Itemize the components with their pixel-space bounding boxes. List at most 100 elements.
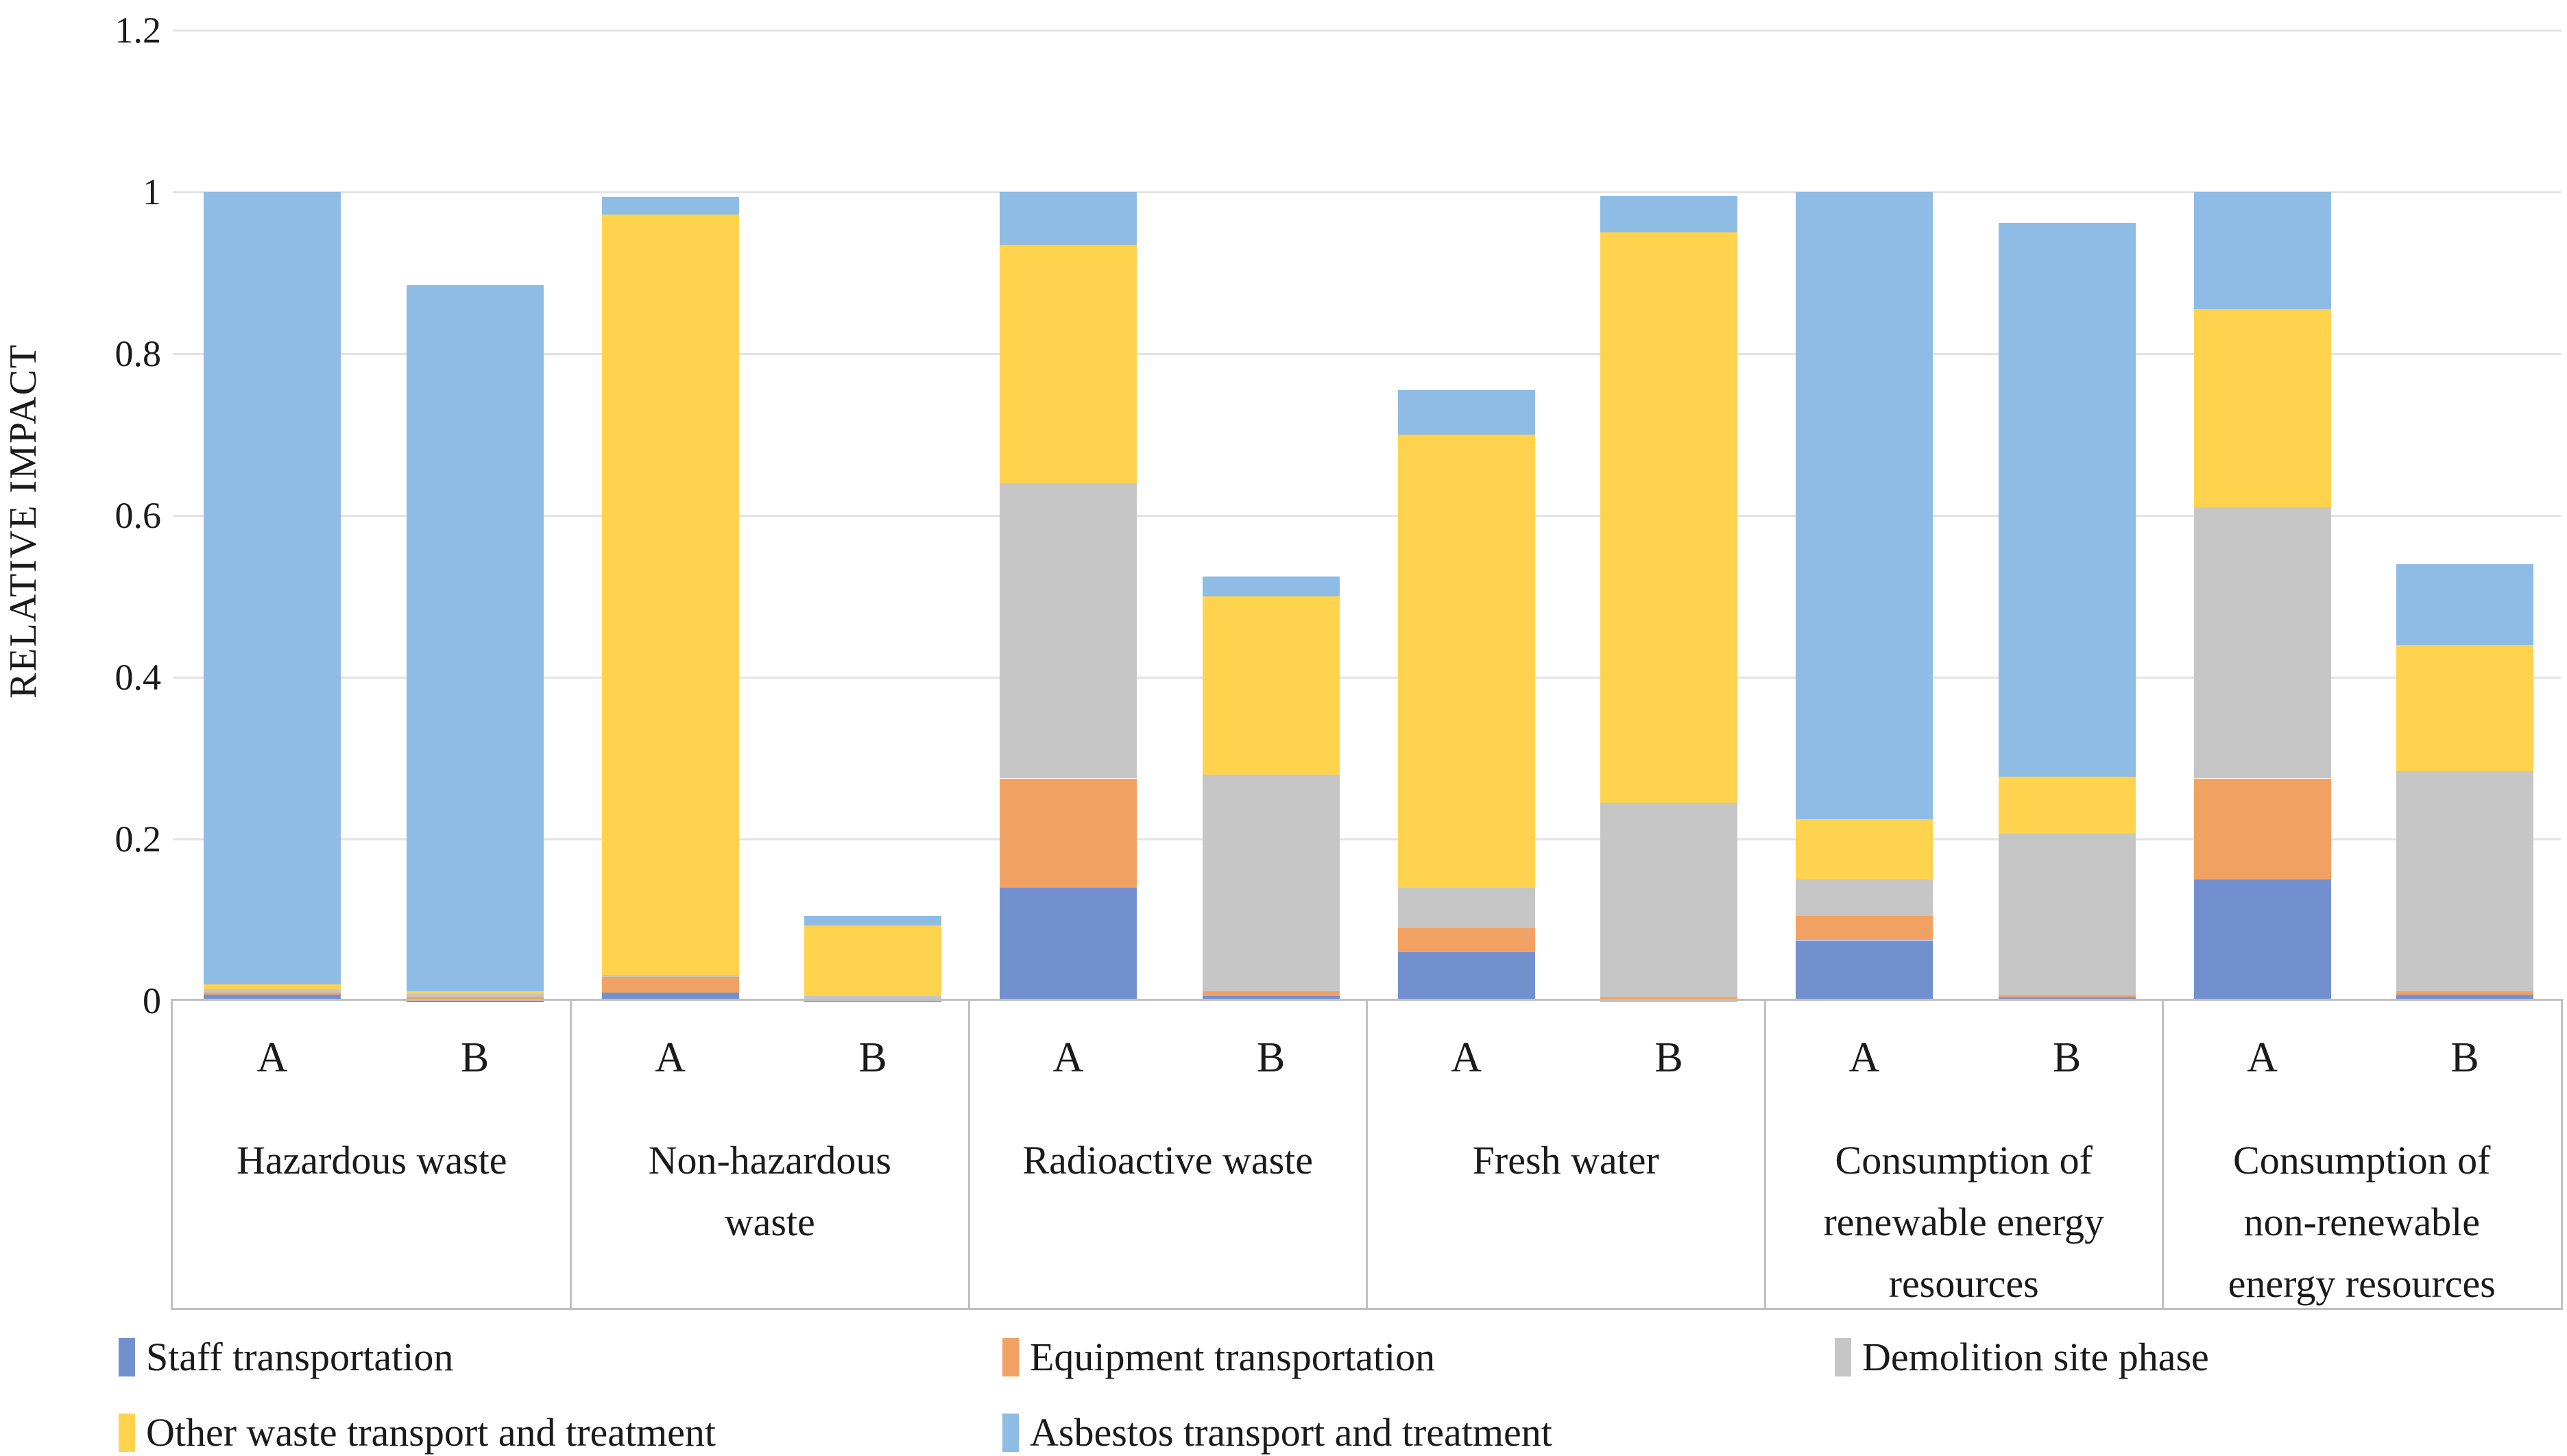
bar-segment xyxy=(204,993,341,995)
category-divider xyxy=(2162,1001,2164,1308)
y-tick-label: 0.6 xyxy=(115,495,162,536)
category-label: Non-hazardous waste xyxy=(648,1138,891,1244)
bar-segment xyxy=(601,975,739,978)
bar-segment xyxy=(1397,952,1535,1001)
y-gridline xyxy=(173,838,2561,840)
legend-label: Demolition site phase xyxy=(1862,1335,2209,1379)
bar-segment xyxy=(601,976,739,993)
legend-swatch-icon xyxy=(119,1413,135,1452)
bar-segment xyxy=(1998,833,2136,995)
legend-item: Equipment transportation xyxy=(1002,1335,1435,1379)
y-tick-label: 0.8 xyxy=(115,333,162,374)
bar-segment xyxy=(601,215,739,975)
bar-segment xyxy=(1600,997,1737,999)
legend-label: Asbestos transport and treatment xyxy=(1030,1410,1552,1455)
bar-segment xyxy=(804,995,941,999)
bar-segment xyxy=(2193,309,2331,508)
bar-label-b: B xyxy=(858,1034,887,1081)
bar-segment xyxy=(1000,244,1137,483)
bar-segment xyxy=(204,192,341,985)
bar-segment xyxy=(1600,802,1737,997)
y-axis-title: RELATIVE IMPACT xyxy=(2,343,45,699)
bar-segment xyxy=(2396,991,2533,995)
bar-segment xyxy=(1202,774,1340,991)
bar-segment xyxy=(2396,563,2533,645)
bar-segment xyxy=(1000,778,1137,888)
bar-segment xyxy=(1202,576,1340,596)
category-label: Fresh water xyxy=(1472,1138,1659,1182)
legend-swatch-icon xyxy=(1835,1338,1851,1376)
y-tick-label: 0 xyxy=(143,980,161,1021)
bar-segment xyxy=(2193,778,2331,879)
legend-label: Other waste transport and treatment xyxy=(146,1410,716,1455)
category-label: Consumption of renewable energy resources xyxy=(1823,1138,2105,1306)
bar-segment xyxy=(1796,818,1933,879)
bar-segment xyxy=(2396,644,2533,771)
y-gridline xyxy=(173,677,2561,679)
bar-segment xyxy=(1998,222,2136,777)
category-label: Radioactive waste xyxy=(1022,1138,1314,1182)
y-tick-label: 1 xyxy=(143,171,161,213)
bar-segment xyxy=(1202,991,1340,996)
y-gridline xyxy=(173,515,2561,517)
legend-label: Equipment transportation xyxy=(1030,1335,1436,1379)
bar-segment xyxy=(1600,232,1737,803)
bar-segment xyxy=(2193,879,2331,1001)
bar-segment xyxy=(1397,435,1535,888)
bar-segment xyxy=(1202,596,1340,775)
y-tick-label: 0.2 xyxy=(115,818,162,860)
legend-item: Other waste transport and treatment xyxy=(119,1411,716,1455)
bar-segment xyxy=(2193,507,2331,779)
category-divider xyxy=(570,1001,572,1308)
y-gridline xyxy=(173,353,2561,355)
category-divider xyxy=(1763,1001,1766,1308)
bar-segment xyxy=(406,284,544,991)
bar-segment xyxy=(204,994,341,1001)
bar-segment xyxy=(2396,994,2533,1001)
legend-swatch-icon xyxy=(1002,1338,1019,1376)
category-divider xyxy=(967,1001,970,1308)
bar-label-b: B xyxy=(2052,1034,2082,1081)
legend-item: Demolition site phase xyxy=(1835,1335,2209,1379)
legend-label: Staff transportation xyxy=(146,1335,454,1379)
bar-segment xyxy=(1600,195,1737,232)
bar-segment xyxy=(1796,916,1933,941)
bar-segment xyxy=(1000,887,1137,1001)
legend-item: Staff transportation xyxy=(119,1335,453,1379)
bar-segment xyxy=(1000,192,1137,245)
bar-label-a: A xyxy=(1052,1034,1084,1081)
bar-segment xyxy=(1000,483,1137,779)
bar-label-a: A xyxy=(1451,1034,1482,1081)
y-tick-label: 0.4 xyxy=(115,657,162,698)
bar-segment xyxy=(804,925,941,996)
bar-segment xyxy=(1397,927,1535,953)
bar-segment xyxy=(406,992,544,997)
bar-segment xyxy=(1397,390,1535,435)
y-tick-label: 1.2 xyxy=(115,10,162,51)
bar-segment xyxy=(204,989,341,993)
bar-segment xyxy=(1397,887,1535,928)
bar-label-b: B xyxy=(460,1034,490,1081)
bar-segment xyxy=(601,197,739,215)
bar-segment xyxy=(1998,777,2136,834)
y-gridline xyxy=(173,191,2561,193)
bar-segment xyxy=(2193,192,2331,310)
bar-segment xyxy=(406,991,544,993)
bar-segment xyxy=(1796,192,1933,819)
bar-label-a: A xyxy=(1848,1034,1880,1081)
bar-segment xyxy=(1796,879,1933,917)
legend-swatch-icon xyxy=(119,1338,135,1376)
bar-segment xyxy=(804,916,941,926)
category-divider xyxy=(1366,1001,1368,1308)
bar-segment xyxy=(2396,771,2533,991)
bar-segment xyxy=(406,997,544,1000)
bar-segment xyxy=(406,999,544,1002)
y-gridline xyxy=(173,29,2561,32)
bar-segment xyxy=(601,993,739,1001)
bar-label-a: A xyxy=(2247,1034,2278,1081)
bar-label-b: B xyxy=(1256,1034,1286,1081)
category-box-border xyxy=(171,999,2563,1310)
bar-segment xyxy=(1202,995,1340,1001)
bar-segment xyxy=(1796,940,1933,1001)
